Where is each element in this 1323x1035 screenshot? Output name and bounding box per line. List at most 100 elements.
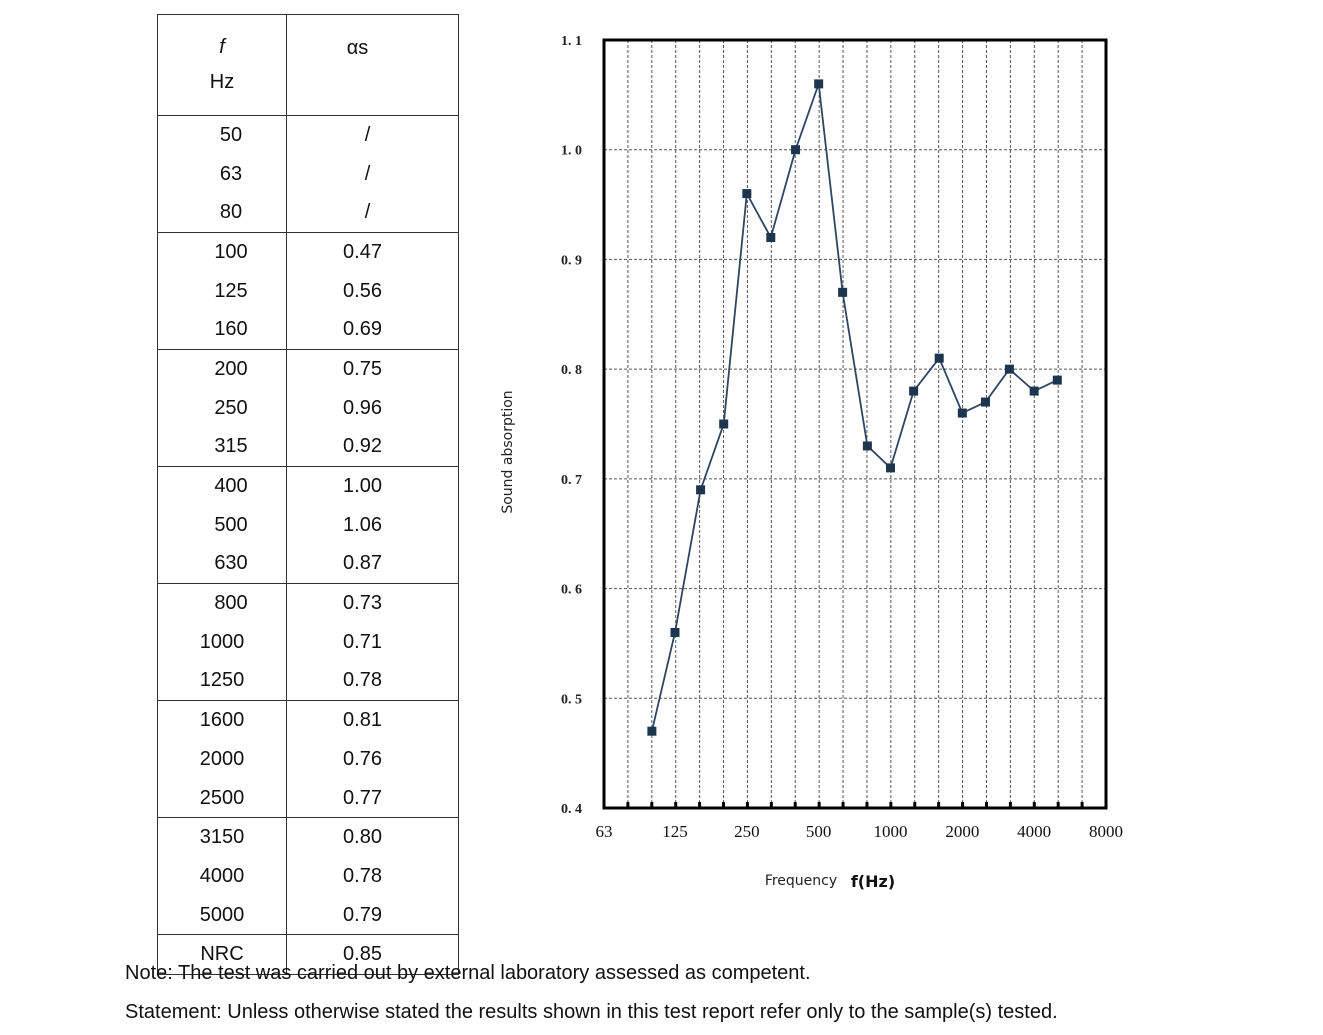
- y-tick-label: 0. 7: [561, 473, 582, 488]
- table-row: 500 1.06: [157, 505, 459, 545]
- table-row: 315 0.92: [157, 427, 459, 467]
- y-tick-label: 0. 5: [561, 692, 582, 707]
- alpha-cell: 0.76: [286, 740, 459, 779]
- data-point: [814, 79, 824, 89]
- table-row: 1000 0.71: [157, 622, 459, 662]
- frequency-cell: 1250: [157, 661, 287, 701]
- table-row: NRC 0.85: [157, 934, 459, 976]
- alpha-cell: 0.77: [286, 778, 459, 818]
- note-text: Note: The test was carried out by extern…: [125, 962, 811, 984]
- alpha-cell: 0.56: [286, 271, 459, 311]
- frequency-cell: 4000: [157, 857, 287, 896]
- frequency-cell: 400: [157, 466, 287, 506]
- data-point: [886, 463, 896, 473]
- frequency-unit: Hz: [209, 71, 235, 93]
- alpha-cell: 0.47: [286, 232, 459, 272]
- alpha-cell: 1.00: [286, 466, 459, 506]
- data-point: [719, 419, 729, 429]
- x-axis-unit: f(Hz): [851, 872, 895, 891]
- frequency-cell: 200: [157, 349, 287, 389]
- table-row: 250 0.96: [157, 388, 459, 428]
- frequency-cell: 50: [157, 114, 287, 155]
- y-tick-label: 1. 1: [561, 34, 582, 49]
- y-tick-label: 1. 0: [561, 144, 582, 159]
- ticks: 0. 4 0. 5 0. 6 0. 7 0. 8 0. 9 1. 0 1. 1 63 125 250…: [561, 34, 1123, 841]
- table-row: 400 1.00: [157, 466, 459, 506]
- frequency-symbol: f: [219, 36, 225, 58]
- frequency-cell: 160: [157, 310, 287, 350]
- frequency-cell: 800: [157, 583, 287, 623]
- x-tick-label: 2000: [945, 822, 979, 841]
- frequency-header: f Hz: [157, 14, 287, 116]
- table-row: 50/: [157, 114, 459, 155]
- table-row: 100 0.47: [157, 232, 459, 272]
- data-point: [909, 386, 919, 396]
- alpha-cell: 0.80: [286, 817, 459, 858]
- y-tick-label: 0. 9: [561, 253, 582, 268]
- grid: [604, 40, 1106, 808]
- frequency-cell: 2000: [157, 740, 287, 779]
- alpha-cell: 0.78: [286, 857, 459, 896]
- y-tick-label: 0. 6: [561, 583, 582, 598]
- table-row: 4000 0.78: [157, 857, 459, 896]
- alpha-cell: /: [286, 154, 459, 194]
- data-point: [838, 287, 848, 297]
- data-point: [862, 441, 872, 451]
- series: [647, 79, 1062, 736]
- frequency-cell: 125: [157, 271, 287, 311]
- alpha-cell: 0.71: [286, 622, 459, 662]
- plot-frame: [602, 38, 1108, 810]
- frequency-cell: 80: [157, 193, 287, 233]
- table-row: 2000 0.76: [157, 740, 459, 779]
- x-tick-label: 8000: [1089, 822, 1123, 841]
- x-tick-label: 1000: [874, 822, 908, 841]
- data-point: [670, 627, 680, 637]
- alpha-cell: /: [286, 193, 459, 233]
- statement-text: Statement: Unless otherwise stated the r…: [125, 1001, 1058, 1023]
- absorption-table: f Hz αs 50/63/80/100 0.47 125 0.56 160 0.69 20…: [157, 14, 459, 976]
- frequency-cell: 3150: [157, 817, 287, 858]
- data-point: [980, 397, 990, 407]
- alpha-cell: 0.79: [286, 895, 459, 935]
- x-tick-label: 500: [806, 822, 832, 841]
- alpha-cell: 0.75: [286, 349, 459, 389]
- x-axis-label: Frequency: [765, 873, 837, 889]
- x-tick-label: 4000: [1017, 822, 1051, 841]
- alpha-cell: 0.81: [286, 700, 459, 740]
- table-row: 63/: [157, 154, 459, 194]
- frequency-cell: 2500: [157, 778, 287, 818]
- data-point: [934, 353, 944, 363]
- frequency-cell: NRC: [157, 934, 287, 976]
- data-point: [647, 726, 657, 736]
- data-point: [1029, 386, 1039, 396]
- alpha-cell: 1.06: [286, 505, 459, 545]
- table-row: 630 0.87: [157, 544, 459, 584]
- alpha-cell: 0.85: [286, 934, 459, 976]
- x-tick-label: 63: [596, 822, 613, 841]
- x-tick-label: 125: [662, 822, 688, 841]
- frequency-cell: 100: [157, 232, 287, 272]
- table-row: 80/: [157, 193, 459, 233]
- frequency-cell: 1600: [157, 700, 287, 740]
- frequency-cell: 1000: [157, 622, 287, 662]
- frequency-cell: 630: [157, 544, 287, 584]
- table-row: 1600 0.81: [157, 700, 459, 740]
- table-row: 125 0.56: [157, 271, 459, 311]
- alpha-cell: 0.92: [286, 427, 459, 467]
- y-tick-label: 0. 8: [561, 363, 582, 378]
- frequency-cell: 5000: [157, 895, 287, 935]
- alpha-header: αs: [286, 14, 459, 116]
- data-point: [957, 408, 967, 418]
- table-row: 800 0.73: [157, 583, 459, 623]
- frequency-cell: 63: [157, 154, 287, 194]
- data-point: [791, 145, 801, 155]
- y-axis-label: Sound absorption: [500, 390, 516, 513]
- alpha-cell: 0.69: [286, 310, 459, 350]
- x-tick-label: 250: [734, 822, 760, 841]
- table-row: 1250 0.78: [157, 661, 459, 701]
- alpha-cell: 0.73: [286, 583, 459, 623]
- table-row: 3150 0.80: [157, 817, 459, 858]
- table-row: 2500 0.77: [157, 778, 459, 818]
- data-point: [766, 232, 776, 242]
- frequency-cell: 500: [157, 505, 287, 545]
